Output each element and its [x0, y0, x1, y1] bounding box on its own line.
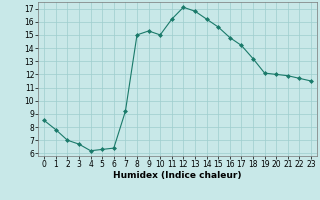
X-axis label: Humidex (Indice chaleur): Humidex (Indice chaleur)	[113, 171, 242, 180]
